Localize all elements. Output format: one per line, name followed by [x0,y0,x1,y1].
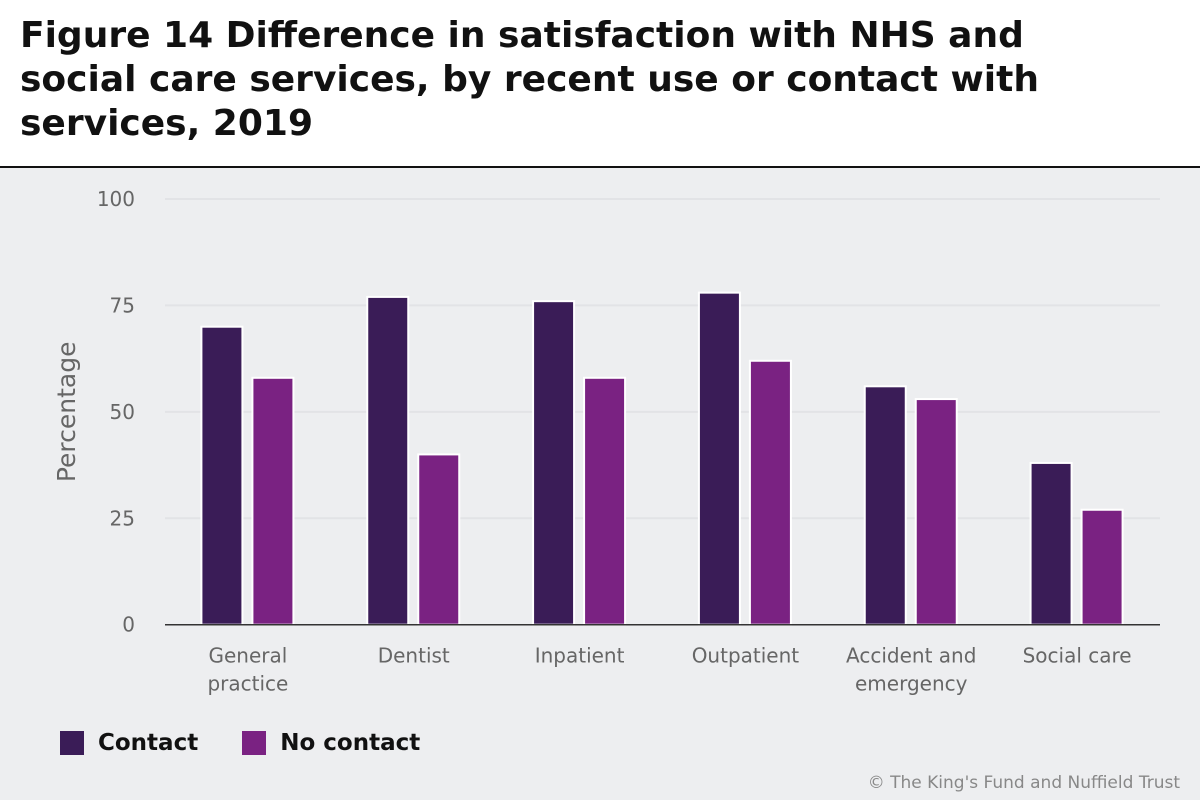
bar-chart: 0 25 50 75 100 Percentage General practice Denti… [52,187,1160,696]
bar-contact [863,385,907,626]
bar-no-contact [251,376,295,626]
x-tick-label: Outpatient [692,644,800,668]
x-tick-label: practice [207,672,288,696]
legend-item-contact[interactable]: Contact [60,730,198,756]
bar-contact [366,295,410,626]
x-tick-label: Inpatient [535,644,625,668]
x-tick-label: Social care [1023,644,1132,668]
bar-contact [1029,461,1073,626]
legend-label: Contact [98,730,199,756]
bar-no-contact [748,359,792,626]
bar-contact [532,300,576,626]
x-tick-label: emergency [855,672,968,696]
bar-no-contact [417,453,461,626]
legend-item-no-contact[interactable]: No contact [242,730,420,756]
bar-no-contact [583,376,627,626]
x-tick-label: Dentist [378,644,450,668]
x-tick-label: General [209,644,288,668]
y-tick-label: 100 [97,187,135,211]
y-tick-label: 50 [110,400,135,424]
x-tick-label: Accident and [846,644,976,668]
legend-label: No contact [280,730,421,756]
y-tick-label: 0 [122,613,135,637]
legend-swatch-no-contact [242,731,267,755]
bar-no-contact [1080,508,1124,626]
legend-swatch-contact [60,731,84,755]
bar-contact [697,291,741,626]
chart-title: Figure 14 Difference in satisfaction wit… [20,15,1039,144]
y-tick-label: 75 [110,293,135,317]
y-axis-label: Percentage [52,342,81,483]
legend: Contact No contact [60,730,420,756]
header: Figure 14 Difference in satisfaction wit… [0,0,1200,168]
y-tick-label: 25 [110,506,135,530]
copyright-credit: © The King's Fund and Nuffield Trust [867,773,1180,793]
bar-no-contact [914,398,958,626]
bar-contact [200,325,244,626]
